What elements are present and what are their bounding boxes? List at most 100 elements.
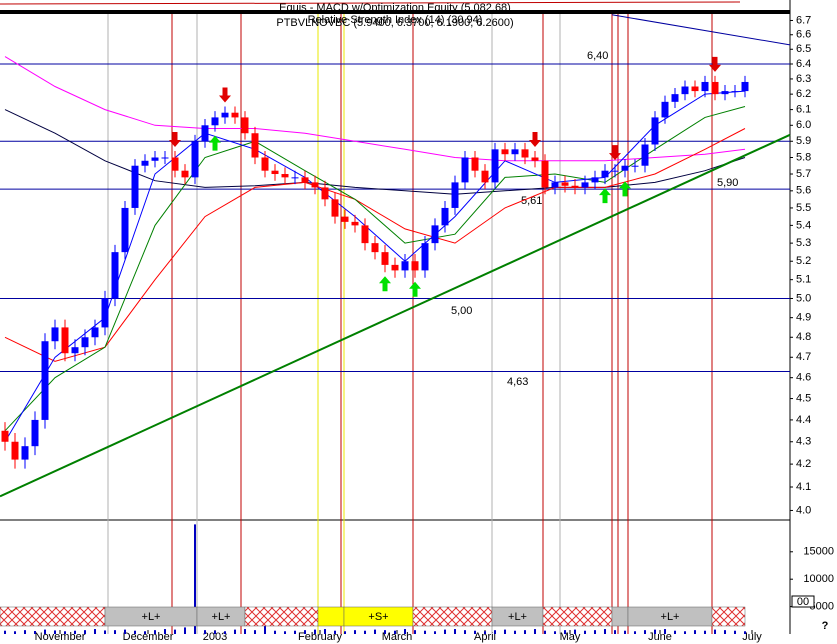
signal-label: +L+ [661, 611, 680, 623]
candle-body [511, 149, 519, 155]
candle-body [571, 185, 579, 188]
candle-body [221, 112, 229, 118]
volume-bar [194, 524, 196, 634]
candle-body [481, 170, 489, 183]
y-tick-label: 4.1 [796, 481, 811, 493]
panel-divider [0, 10, 790, 14]
volume-bar [624, 630, 626, 634]
candle-body [411, 261, 419, 271]
volume-bar [134, 630, 136, 634]
volume-bar [554, 631, 556, 634]
volume-bar [514, 630, 516, 634]
volume-bar [744, 631, 746, 634]
candle-body [361, 225, 369, 244]
candle-body [381, 252, 389, 265]
volume-bar [634, 631, 636, 634]
candle-body [471, 157, 479, 171]
y-tick-label: 4.7 [796, 351, 811, 363]
volume-bar [664, 629, 666, 634]
candle-body [61, 327, 69, 354]
volume-bar [714, 629, 716, 634]
y-tick-label: 6.6 [796, 29, 811, 41]
candle-body [261, 157, 269, 171]
volume-bar [54, 630, 56, 634]
volume-bar [644, 630, 646, 634]
x-tick-label: April [474, 631, 496, 643]
volume-bar [404, 629, 406, 634]
signal-band [317, 606, 345, 627]
y-tick-label: 6.4 [796, 58, 811, 70]
candle-body [401, 261, 409, 271]
candle-body [101, 298, 109, 328]
volume-bar [64, 631, 66, 634]
signal-label: +S+ [368, 611, 388, 623]
candle-body [671, 94, 679, 102]
x-tick-label: 2003 [203, 631, 227, 643]
plot-layer: +L+ +L+ +S+ +L+ +L+ [0, 14, 791, 634]
candle-body [31, 419, 39, 447]
sell-arrow [169, 131, 181, 147]
level-label: 5,90 [717, 177, 738, 189]
candle-body [291, 177, 299, 179]
y-tick-label: 5.4 [796, 219, 811, 231]
volume-bar [114, 630, 116, 634]
y-tick-label: 4.0 [796, 504, 811, 516]
candle-body [621, 165, 629, 171]
candle-body [491, 149, 499, 183]
sell-arrow [219, 87, 231, 103]
indicator-title: Relative Strength Index (14) (30.94) [308, 14, 483, 26]
signal-band [412, 606, 493, 627]
volume-bar [24, 630, 26, 634]
volume-bar [4, 630, 6, 634]
volume-bar [734, 630, 736, 634]
candle-body [351, 221, 359, 226]
volume-bar [334, 630, 336, 634]
candle-body [631, 165, 639, 167]
y-tick-label: 5.1 [796, 274, 811, 286]
buy-arrow [599, 188, 611, 204]
volume-bar [74, 630, 76, 634]
volume-bar [284, 631, 286, 634]
level-label: 5,00 [451, 305, 472, 317]
sell-arrow [529, 131, 541, 147]
candle-body [211, 117, 219, 126]
indicator-title: Equis - MACD w/Optimization Equity (5,08… [279, 2, 511, 14]
candle-body [611, 170, 619, 172]
volume-bar [364, 630, 366, 634]
candle-body [11, 441, 19, 460]
moving-average [4, 128, 746, 362]
y-tick-label: 5.8 [796, 151, 811, 163]
volume-bar [104, 630, 106, 634]
signal-band [542, 606, 613, 627]
y-tick-label: 4.8 [796, 331, 811, 343]
volume-bar [144, 631, 146, 634]
volume-bar [254, 630, 256, 634]
volume-bar [154, 630, 156, 634]
candle-body [331, 199, 339, 217]
volume-bar [274, 630, 276, 634]
volume-bar [384, 630, 386, 634]
candle-body [461, 157, 469, 183]
price-title: PTBVLNOVBC (5.9400, 6.3700, 6.1900, 6.26… [276, 17, 513, 29]
candle-body [181, 170, 189, 178]
corner-label: ? [822, 620, 829, 632]
candle-body [201, 125, 209, 142]
x-tick-label: May [560, 631, 581, 643]
y-tick-label: 4.2 [796, 458, 811, 470]
equity-line [0, 1, 741, 5]
y-tick-label: 4.3 [796, 436, 811, 448]
candle-body [691, 86, 699, 92]
y-tick-label: 6.3 [796, 73, 811, 85]
candle-body [151, 157, 159, 161]
volume-bar [614, 630, 616, 634]
candle-body [81, 337, 89, 348]
candle-body [541, 160, 549, 188]
candle-body [581, 182, 589, 188]
volume-bar [314, 629, 316, 634]
volume-bar [494, 630, 496, 634]
candle-body [701, 81, 709, 92]
volume-bar [434, 631, 436, 634]
volume-bar [474, 630, 476, 634]
candle-body [651, 117, 659, 145]
volume-bar [424, 630, 426, 634]
